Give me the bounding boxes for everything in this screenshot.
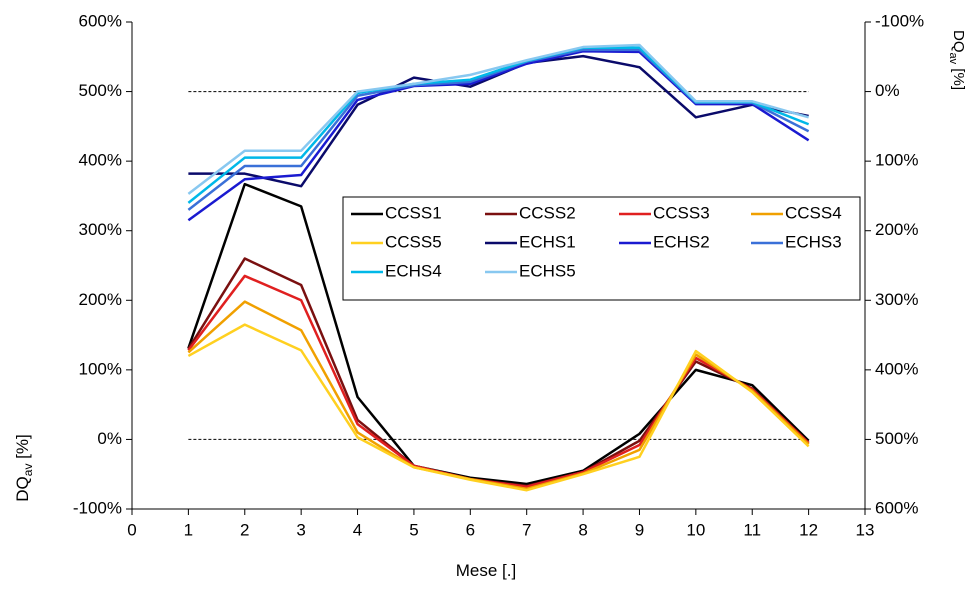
y-tick-label: 400% xyxy=(79,151,122,170)
x-tick-label: 8 xyxy=(578,520,587,539)
y-tick-label: 100% xyxy=(79,359,122,378)
y-label-main: DQ xyxy=(13,476,32,502)
y2-tick-label: 0% xyxy=(875,81,900,100)
x-tick-label: 10 xyxy=(686,520,705,539)
series-line xyxy=(187,182,810,486)
x-tick-label: 5 xyxy=(409,520,418,539)
y2-tick-label: 100% xyxy=(875,151,918,170)
legend-label: CCSS5 xyxy=(385,232,442,251)
legend-label: CCSS3 xyxy=(653,203,710,222)
y2-label-sub: av xyxy=(947,53,959,65)
x-tick-label: 0 xyxy=(127,520,136,539)
x-axis-label: Mese [.] xyxy=(456,561,516,580)
x-tick-label: 2 xyxy=(240,520,249,539)
y-tick-label: -100% xyxy=(73,498,122,517)
x-tick-label: 11 xyxy=(743,520,761,539)
y2-tick-label: 500% xyxy=(875,429,918,448)
y2-tick-label: 600% xyxy=(875,498,918,517)
x-tick-label: 4 xyxy=(353,520,362,539)
legend-label: ECHS5 xyxy=(519,261,576,280)
legend-label: ECHS4 xyxy=(385,261,442,280)
x-tick-label: 12 xyxy=(799,520,818,539)
x-tick-label: 1 xyxy=(184,520,193,539)
series-line xyxy=(187,300,810,491)
x-tick-label: 3 xyxy=(296,520,305,539)
y-tick-label: 500% xyxy=(79,81,122,100)
legend-label: ECHS3 xyxy=(785,232,842,251)
legend-label: CCSS4 xyxy=(785,203,842,222)
y-label-sub: av xyxy=(21,464,35,477)
y-label-unit: [%] xyxy=(13,434,32,463)
series-line xyxy=(187,323,810,492)
x-tick-label: 13 xyxy=(856,520,875,539)
series-line xyxy=(187,49,810,222)
y-tick-label: 0% xyxy=(97,429,122,448)
x-tick-label: 9 xyxy=(635,520,644,539)
y-tick-label: 600% xyxy=(79,11,122,30)
series-line xyxy=(187,43,809,195)
y2-label-unit: [%] xyxy=(950,64,967,90)
y-axis-label: DQav [%] xyxy=(13,434,35,501)
legend-label: ECHS1 xyxy=(519,232,576,251)
y-tick-label: 300% xyxy=(79,220,122,239)
x-axis-label-text: Mese [.] xyxy=(456,561,516,580)
x-tick-label: 6 xyxy=(466,520,475,539)
y2-tick-label: -100% xyxy=(875,11,924,30)
series-line xyxy=(187,274,810,488)
y2-tick-label: 300% xyxy=(875,290,918,309)
x-tick-label: 7 xyxy=(522,520,531,539)
y2-axis-label: DQav [%] xyxy=(947,30,967,90)
y2-tick-label: 400% xyxy=(875,359,918,378)
y2-tick-label: 200% xyxy=(875,220,918,239)
legend-label: CCSS2 xyxy=(519,203,576,222)
legend-label: CCSS1 xyxy=(385,203,442,222)
series-line xyxy=(187,46,810,204)
y-tick-label: 200% xyxy=(79,290,122,309)
y2-label-main: DQ xyxy=(950,30,967,53)
legend-label: ECHS2 xyxy=(653,232,710,251)
